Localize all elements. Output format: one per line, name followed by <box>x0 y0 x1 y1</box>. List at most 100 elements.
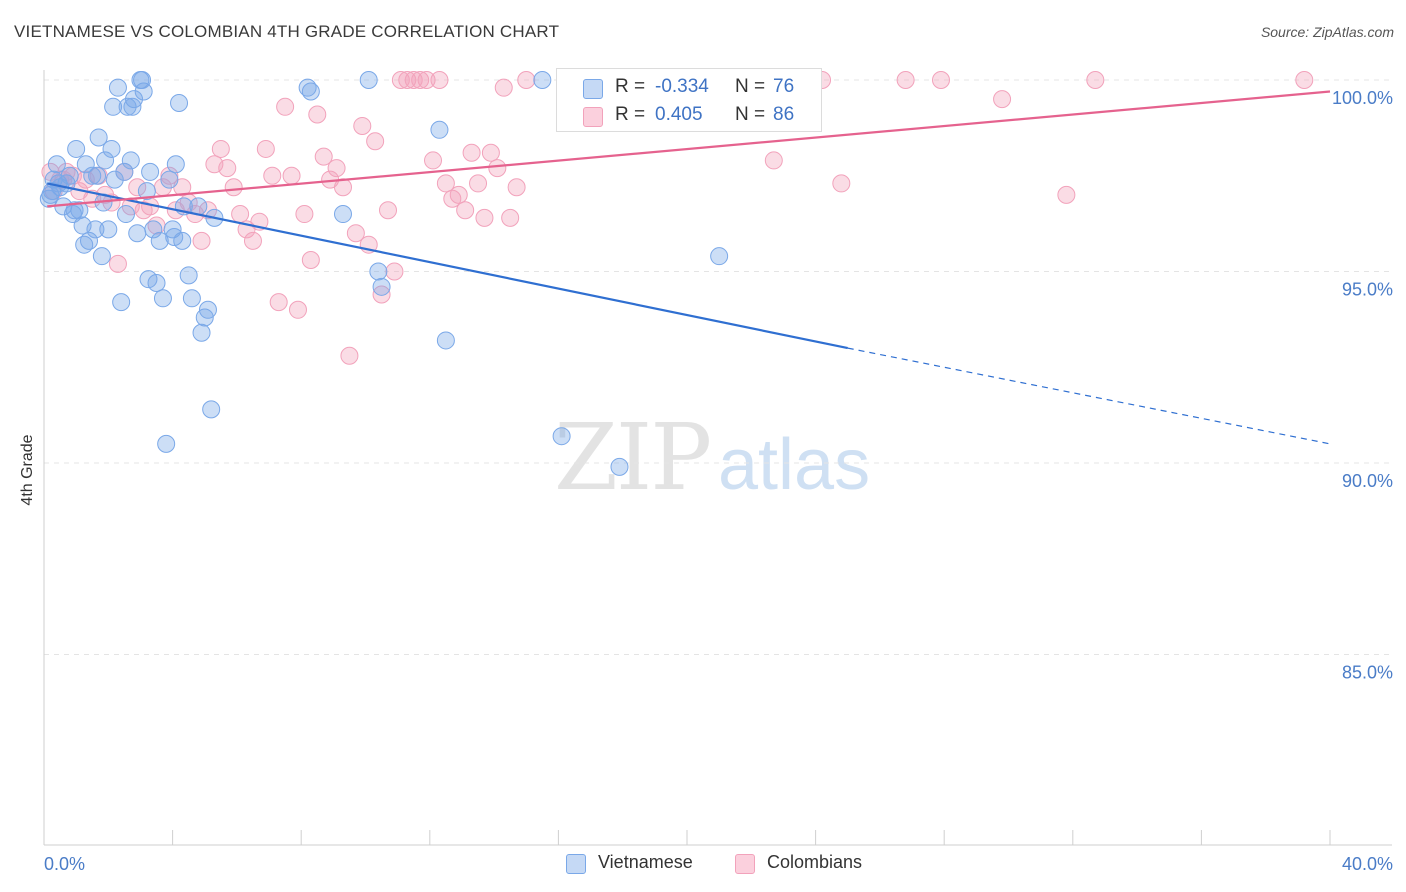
vietnamese-point <box>47 155 66 174</box>
colombians-point <box>424 151 443 170</box>
colombians-point <box>353 116 372 135</box>
vietnamese-point <box>163 220 182 239</box>
chart-title: VIETNAMESE VS COLOMBIAN 4TH GRADE CORREL… <box>14 22 560 41</box>
x-tick-label: 40.0% <box>1342 854 1393 874</box>
vietnamese-point <box>153 289 172 308</box>
vietnamese-point <box>76 155 95 174</box>
colombians-point <box>481 143 500 162</box>
vietnamese-point <box>157 434 176 453</box>
axes <box>43 70 1392 846</box>
colombians-point <box>931 71 950 89</box>
vietnamese-point <box>118 97 137 116</box>
colombians-point <box>385 262 404 281</box>
vietnamese-point <box>372 277 391 296</box>
vietnamese-point <box>105 170 124 189</box>
colombians-point <box>449 185 468 204</box>
vietnamese-trend-line <box>46 182 848 350</box>
colombians-point <box>391 71 410 89</box>
vietnamese-point <box>121 151 140 170</box>
colombians-point <box>160 166 179 185</box>
vietnamese-swatch <box>583 79 603 99</box>
vietnamese-point <box>301 82 320 101</box>
vietnamese-point <box>134 82 153 101</box>
vietnamese-point <box>104 97 123 116</box>
colombians-point <box>404 71 423 89</box>
legend-n-label: N = <box>735 104 766 125</box>
colombians-point <box>346 224 365 243</box>
colombians-point <box>475 208 494 227</box>
colombians-point <box>379 201 398 220</box>
x-tick-label: 0.0% <box>44 854 85 874</box>
vietnamese-point <box>369 262 388 281</box>
legend-r-label: R = <box>615 76 646 97</box>
vietnamese-point <box>83 166 102 185</box>
colombians-point <box>333 178 352 197</box>
colombians-point <box>295 205 314 224</box>
colombians-point <box>340 346 359 365</box>
vietnamese-point <box>610 457 629 476</box>
colombians-point <box>198 201 217 220</box>
vietnamese-point <box>333 205 352 224</box>
vietnamese-point <box>533 71 552 89</box>
colombians-point <box>469 174 488 193</box>
vietnamese-trend-extension <box>847 347 1331 445</box>
vietnamese-point <box>166 155 185 174</box>
colombians-point <box>417 71 436 89</box>
vietnamese-point <box>133 71 152 89</box>
vietnamese-swatch <box>566 854 586 874</box>
vietnamese-point <box>192 323 211 342</box>
vietnamese-point <box>150 231 169 250</box>
vietnamese-point <box>96 151 115 170</box>
colombians-point <box>243 231 262 250</box>
colombians-point <box>507 178 526 197</box>
colombians-point <box>314 147 333 166</box>
legend-label: Colombians <box>767 852 863 872</box>
colombians-point <box>501 208 520 227</box>
legend-r-label: R = <box>615 104 646 125</box>
colombians-point <box>764 151 783 170</box>
colombians-point <box>494 78 513 97</box>
vietnamese-point <box>139 270 158 289</box>
grid-lines <box>44 79 1392 655</box>
vietnamese-point <box>108 78 127 97</box>
watermark-zip: ZIP <box>554 404 712 511</box>
colombians-point <box>218 159 237 178</box>
source-label: Source: ZipAtlas.com <box>1260 24 1394 40</box>
vietnamese-point <box>102 139 121 158</box>
vietnamese-point <box>86 220 105 239</box>
colombians-point <box>276 97 295 116</box>
legend-n-value: 86 <box>773 104 795 125</box>
vietnamese-point <box>75 235 94 254</box>
vietnamese-point <box>182 289 201 308</box>
y-tick-label: 85.0% <box>1342 663 1393 683</box>
colombians-point <box>269 293 288 312</box>
vietnamese-point <box>128 224 147 243</box>
colombians-point <box>327 159 346 178</box>
colombians-point <box>224 178 243 197</box>
colombians-point <box>192 231 211 250</box>
vietnamese-point <box>436 331 455 350</box>
vietnamese-point <box>115 162 134 181</box>
colombians-point <box>288 300 307 319</box>
vietnamese-point <box>179 266 198 285</box>
vietnamese-point <box>70 201 89 220</box>
trend-lines <box>46 90 1331 445</box>
colombians-point <box>398 71 417 89</box>
colombians-point <box>411 71 430 89</box>
colombians-point <box>456 201 475 220</box>
colombians-point <box>282 166 301 185</box>
legend-label: Vietnamese <box>598 852 693 872</box>
legend-n-value: 76 <box>773 76 795 97</box>
legend-row-vietnamese: R = -0.334 N = 76 <box>557 73 821 101</box>
colombians-point <box>211 139 230 158</box>
colombians-point <box>832 174 851 193</box>
watermark-atlas: atlas <box>718 425 871 505</box>
vietnamese-point <box>359 71 378 89</box>
colombians-point <box>1086 71 1105 89</box>
vietnamese-point <box>552 427 571 446</box>
legend-n-label: N = <box>735 76 766 97</box>
colombians-point <box>896 71 915 89</box>
vietnamese-point <box>137 182 156 201</box>
vietnamese-point <box>92 247 111 266</box>
